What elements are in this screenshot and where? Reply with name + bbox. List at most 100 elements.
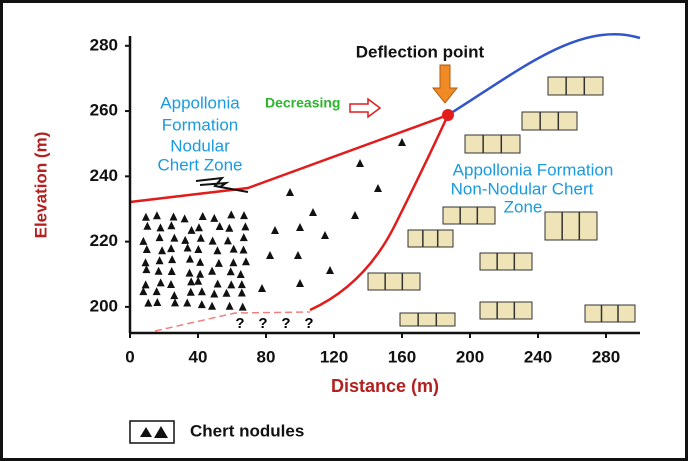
chert-nodule bbox=[143, 221, 152, 230]
block bbox=[407, 229, 454, 248]
y-tick-label: 240 bbox=[90, 166, 118, 185]
x-tick-label: 200 bbox=[456, 347, 484, 366]
block bbox=[544, 211, 598, 241]
chert-nodule bbox=[185, 268, 194, 277]
chert-nodule bbox=[225, 223, 234, 232]
chert-nodule bbox=[239, 245, 248, 254]
block bbox=[584, 304, 636, 323]
x-tick-label: 80 bbox=[257, 347, 276, 366]
chert-nodule bbox=[183, 243, 192, 252]
chert-nodule bbox=[227, 210, 236, 219]
chert-nodule bbox=[194, 245, 203, 254]
x-label: Distance (m) bbox=[331, 376, 439, 396]
chert-nodule bbox=[210, 213, 219, 222]
x-tick-label: 40 bbox=[189, 347, 208, 366]
chert-nodule bbox=[170, 291, 179, 300]
y-tick-label: 200 bbox=[90, 296, 118, 315]
chert-nodule bbox=[326, 266, 334, 274]
chert-nodule bbox=[296, 223, 304, 231]
block bbox=[479, 301, 533, 320]
blue-curve bbox=[447, 33, 641, 117]
y-label: Elevation (m) bbox=[31, 132, 50, 239]
y-tick-label: 220 bbox=[90, 231, 118, 250]
chert-nodule bbox=[229, 258, 238, 267]
chert-nodule bbox=[139, 287, 148, 296]
block bbox=[367, 272, 421, 291]
deflection-label: Deflection point bbox=[356, 42, 485, 61]
chert-nodule bbox=[141, 280, 150, 289]
chert-nodule bbox=[168, 255, 177, 264]
chert-nodule bbox=[266, 251, 274, 259]
chert-nodule bbox=[374, 184, 382, 192]
chert-nodule bbox=[309, 208, 317, 216]
chert-nodule bbox=[156, 278, 165, 287]
chert-nodule bbox=[139, 236, 148, 245]
zone-label: Non-Nodular Chert bbox=[451, 179, 594, 198]
block bbox=[464, 134, 521, 154]
chert-nodule bbox=[238, 302, 247, 311]
chert-nodule bbox=[237, 288, 246, 297]
chert-nodule bbox=[321, 231, 329, 239]
question-mark: ? bbox=[258, 315, 267, 332]
chert-nodule bbox=[181, 235, 190, 244]
chert-nodule bbox=[296, 279, 304, 287]
lower-red-line bbox=[309, 114, 450, 312]
chert-nodule bbox=[239, 233, 248, 242]
chert-nodule bbox=[227, 280, 236, 289]
chert-nodule bbox=[152, 287, 161, 296]
chert-nodule bbox=[398, 138, 406, 146]
block bbox=[521, 111, 578, 131]
chert-nodule bbox=[185, 254, 194, 263]
x-tick-label: 120 bbox=[320, 347, 348, 366]
chert-nodule bbox=[225, 301, 234, 310]
upper-red-line bbox=[129, 113, 449, 204]
decreasing-label: Decreasing bbox=[265, 95, 340, 111]
chert-nodule bbox=[141, 258, 150, 267]
chert-nodule bbox=[229, 244, 238, 253]
chert-nodule bbox=[197, 287, 206, 296]
x-tick-label: 0 bbox=[125, 347, 134, 366]
chert-nodule bbox=[351, 211, 359, 219]
zone-label: Appollonia bbox=[160, 93, 240, 112]
dashed-boundary bbox=[154, 311, 311, 332]
chert-nodule bbox=[186, 287, 195, 296]
y-tick-label: 280 bbox=[90, 35, 118, 54]
chert-nodule bbox=[180, 214, 189, 223]
chert-nodule bbox=[169, 212, 178, 221]
chert-nodule bbox=[241, 257, 250, 266]
chert-nodule bbox=[294, 251, 302, 259]
zone-label: Formation bbox=[162, 115, 239, 134]
zone-label: Appollonia Formation bbox=[453, 160, 614, 179]
chert-nodule bbox=[154, 266, 163, 275]
deflection-arrow bbox=[431, 64, 459, 104]
legend-label: Chert nodules bbox=[190, 421, 304, 440]
chert-nodule bbox=[156, 223, 165, 232]
chert-nodule bbox=[214, 258, 223, 267]
chert-nodule bbox=[153, 298, 162, 307]
chert-nodule bbox=[141, 212, 150, 221]
chert-nodule bbox=[187, 277, 196, 286]
chert-nodule bbox=[197, 300, 206, 309]
chert-nodule bbox=[167, 221, 176, 230]
chert-nodule bbox=[142, 245, 151, 254]
chert-nodule bbox=[213, 246, 222, 255]
chert-nodule bbox=[142, 265, 151, 274]
x-tick-label: 240 bbox=[524, 347, 552, 366]
chert-nodule bbox=[271, 226, 279, 234]
chert-nodule bbox=[208, 236, 217, 245]
ticks: 0 40 80 120 160 200 240 280 200 220 240 260 280 bbox=[90, 35, 621, 366]
chert-nodule bbox=[167, 279, 176, 288]
question-mark: ? bbox=[235, 315, 244, 332]
chert-nodule bbox=[155, 256, 164, 265]
chert-nodule bbox=[167, 244, 176, 253]
chert-nodule bbox=[194, 223, 203, 232]
decreasing-arrow bbox=[349, 97, 382, 119]
chert-nodule bbox=[152, 211, 161, 220]
zone-label: Nodular bbox=[170, 136, 230, 155]
chert-nodule bbox=[258, 284, 266, 292]
y-tick-label: 260 bbox=[90, 101, 118, 120]
zone-label: Zone bbox=[504, 197, 543, 216]
chert-nodule bbox=[241, 222, 250, 231]
deflection-dot bbox=[442, 109, 454, 121]
